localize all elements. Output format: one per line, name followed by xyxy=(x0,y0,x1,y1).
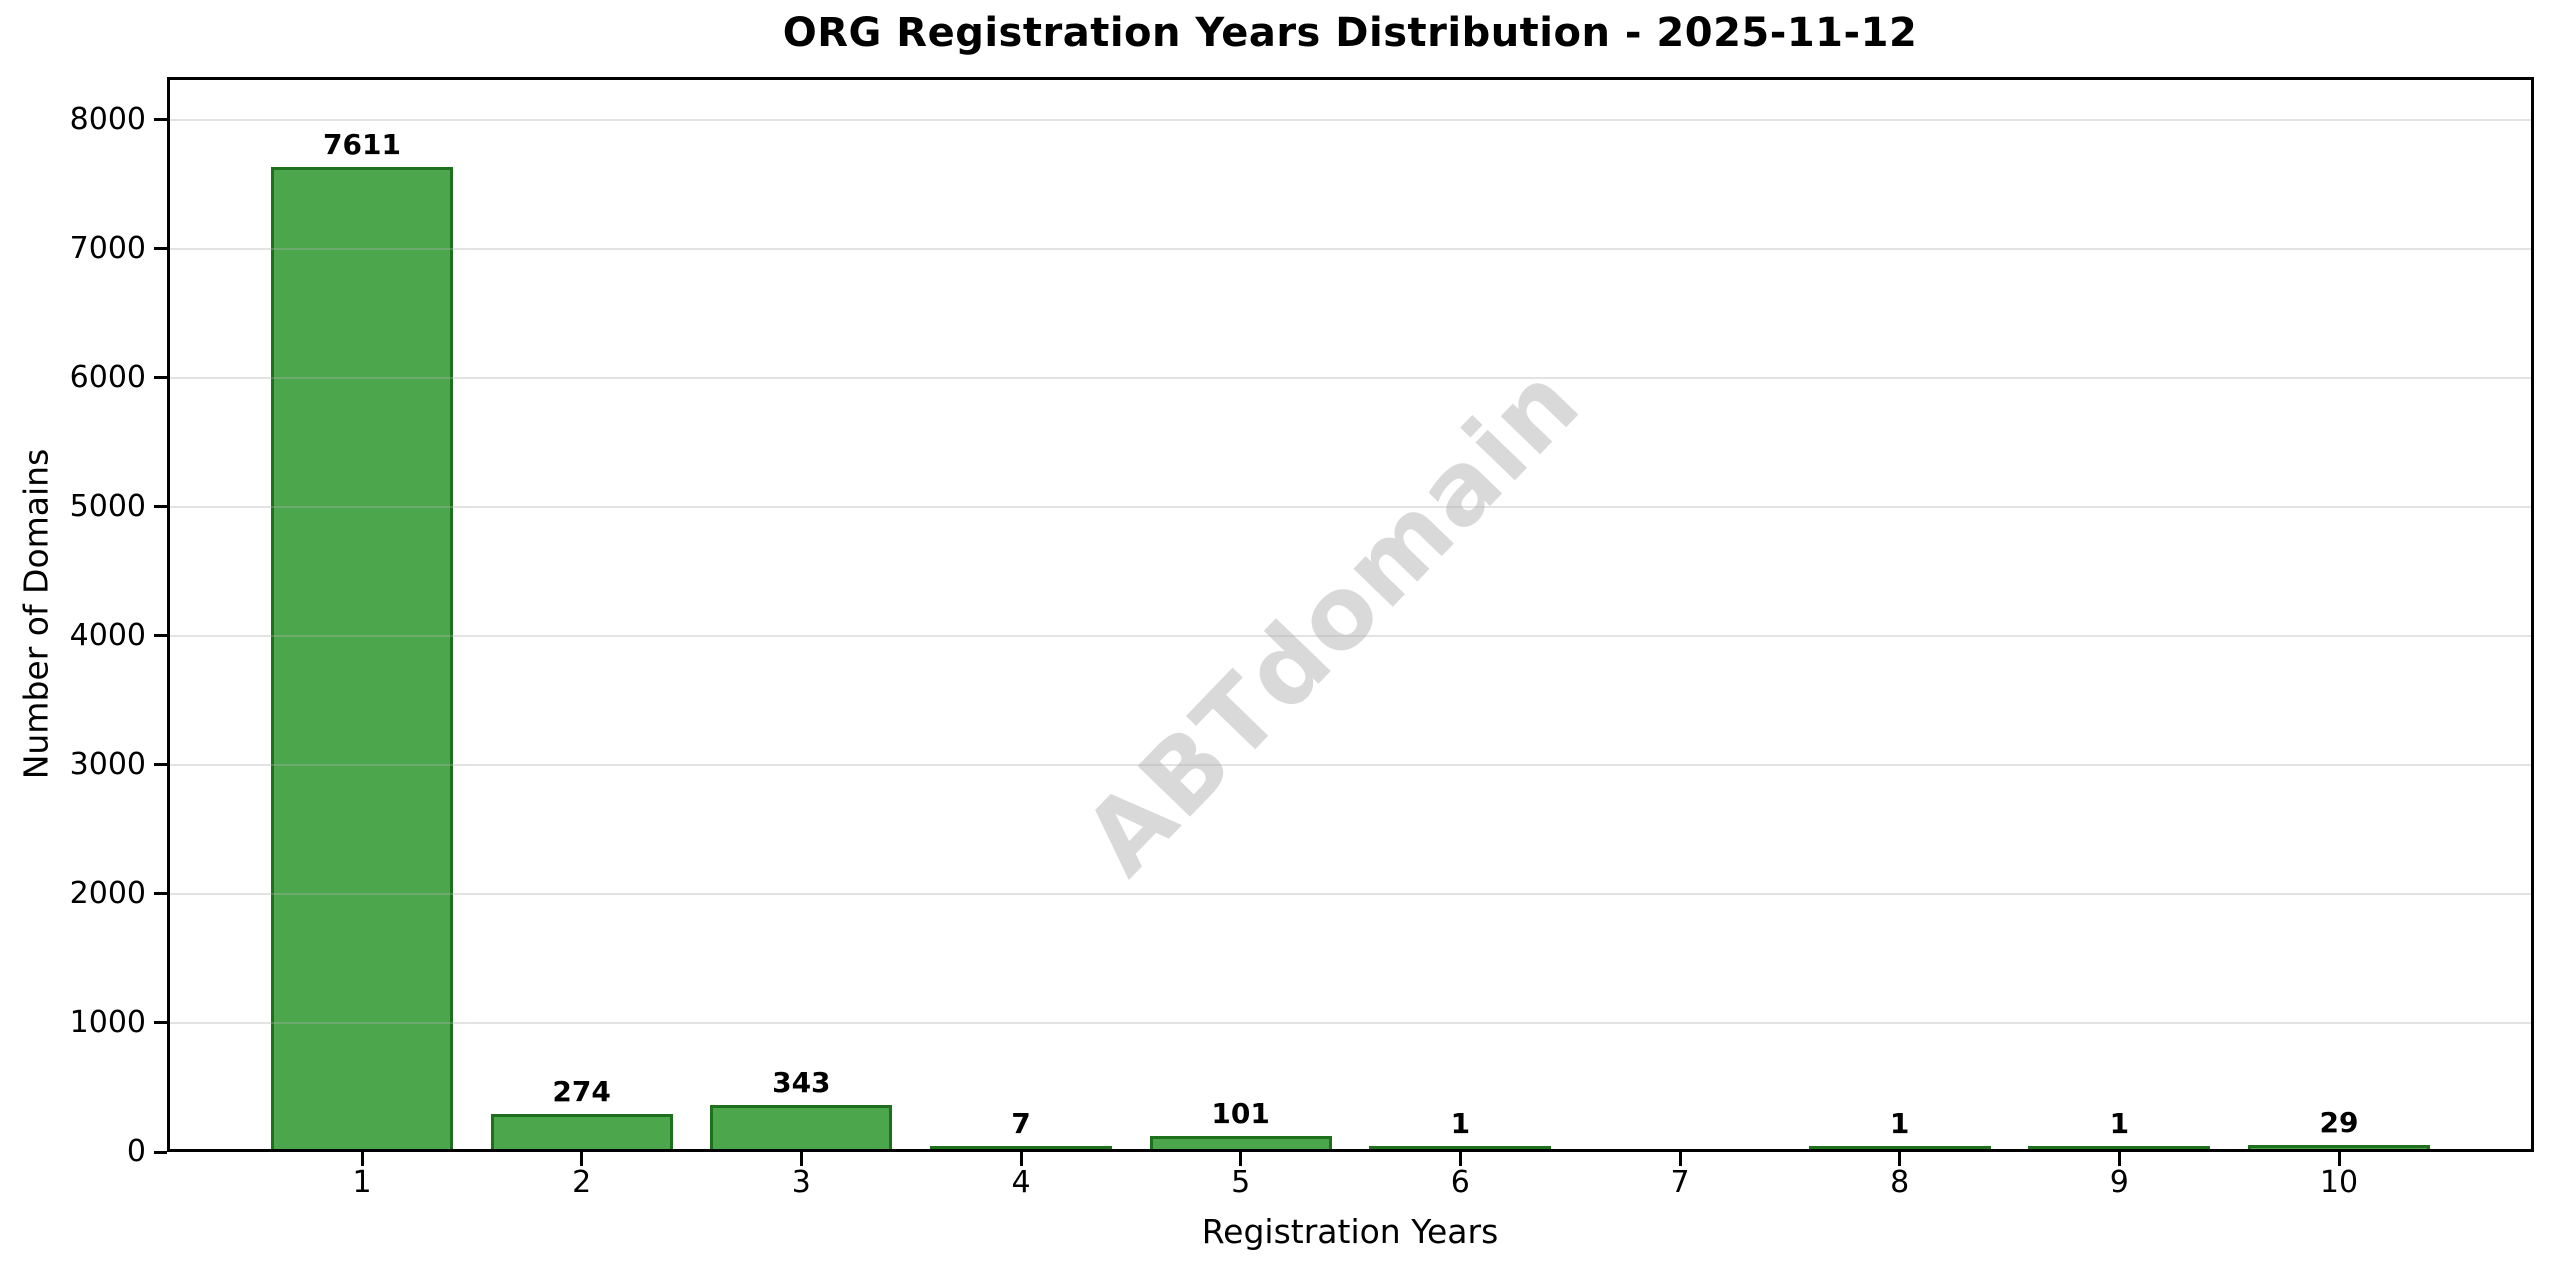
x-tick-mark xyxy=(360,1152,364,1166)
watermark: ABTdomain xyxy=(1061,342,1603,898)
x-tick-label: 3 xyxy=(791,1165,811,1200)
y-tick-label: 7000 xyxy=(69,230,146,266)
x-tick-mark xyxy=(1678,1152,1682,1166)
x-tick-mark xyxy=(2117,1152,2121,1166)
gridline xyxy=(170,247,2531,250)
y-tick-label: 5000 xyxy=(69,488,146,524)
x-tick-mark xyxy=(2337,1152,2341,1166)
x-tick-label: 10 xyxy=(2319,1165,2359,1200)
bar xyxy=(710,1104,893,1152)
x-tick-label: 1 xyxy=(352,1165,372,1200)
bar-value-label: 1 xyxy=(1889,1107,1910,1140)
y-tick-mark xyxy=(154,1021,167,1025)
x-tick-mark xyxy=(580,1152,584,1166)
x-tick-label: 8 xyxy=(1890,1165,1910,1200)
bar-value-label: 7611 xyxy=(323,128,401,162)
x-tick-mark xyxy=(1019,1152,1023,1166)
gridline xyxy=(170,118,2531,121)
x-axis-label: Registration Years xyxy=(1201,1212,1499,1251)
bar-value-label: 7 xyxy=(1011,1107,1031,1140)
y-tick-mark xyxy=(154,376,167,380)
bar xyxy=(1149,1135,1332,1152)
bar xyxy=(271,167,453,1152)
y-tick-label: 2000 xyxy=(69,875,146,911)
y-tick-label: 8000 xyxy=(69,101,146,137)
x-tick-mark xyxy=(1239,1152,1243,1166)
bar xyxy=(490,1113,673,1152)
x-tick-mark xyxy=(1898,1152,1902,1166)
bar-value-label: 29 xyxy=(2319,1106,2359,1140)
gridline xyxy=(170,376,2531,379)
gridline xyxy=(170,763,2531,766)
y-tick-label: 6000 xyxy=(69,359,146,395)
gridline xyxy=(170,1021,2531,1024)
bar-value-label: 1 xyxy=(2109,1107,2130,1140)
x-tick-label: 4 xyxy=(1011,1165,1031,1200)
y-axis-label: Number of Domains xyxy=(16,448,56,780)
y-tick-label: 0 xyxy=(126,1134,146,1169)
y-tick-label: 4000 xyxy=(69,617,146,653)
gridline xyxy=(170,505,2531,508)
y-tick-label: 1000 xyxy=(69,1004,146,1040)
bar-value-label: 343 xyxy=(772,1065,831,1099)
gridline xyxy=(170,892,2531,895)
x-tick-label: 7 xyxy=(1670,1165,1690,1200)
bar-value-label: 101 xyxy=(1211,1096,1270,1130)
y-tick-mark xyxy=(154,1150,167,1154)
bar-value-label: 1 xyxy=(1450,1107,1471,1140)
y-tick-mark xyxy=(154,763,167,767)
y-tick-mark xyxy=(154,634,167,638)
x-tick-label: 9 xyxy=(2109,1165,2129,1200)
x-tick-label: 5 xyxy=(1231,1165,1251,1200)
y-tick-mark xyxy=(154,247,167,251)
gridline xyxy=(170,634,2531,637)
y-tick-mark xyxy=(154,505,167,509)
x-tick-mark xyxy=(799,1152,803,1166)
x-tick-label: 2 xyxy=(572,1165,592,1200)
bar-value-label: 274 xyxy=(552,1074,611,1108)
bar xyxy=(2248,1145,2430,1152)
x-tick-mark xyxy=(1458,1152,1462,1166)
chart-title: ORG Registration Years Distribution - 20… xyxy=(782,10,1918,56)
y-tick-label: 3000 xyxy=(69,746,146,782)
y-tick-mark xyxy=(154,892,167,896)
y-tick-mark xyxy=(154,118,167,122)
x-tick-label: 6 xyxy=(1450,1165,1470,1200)
